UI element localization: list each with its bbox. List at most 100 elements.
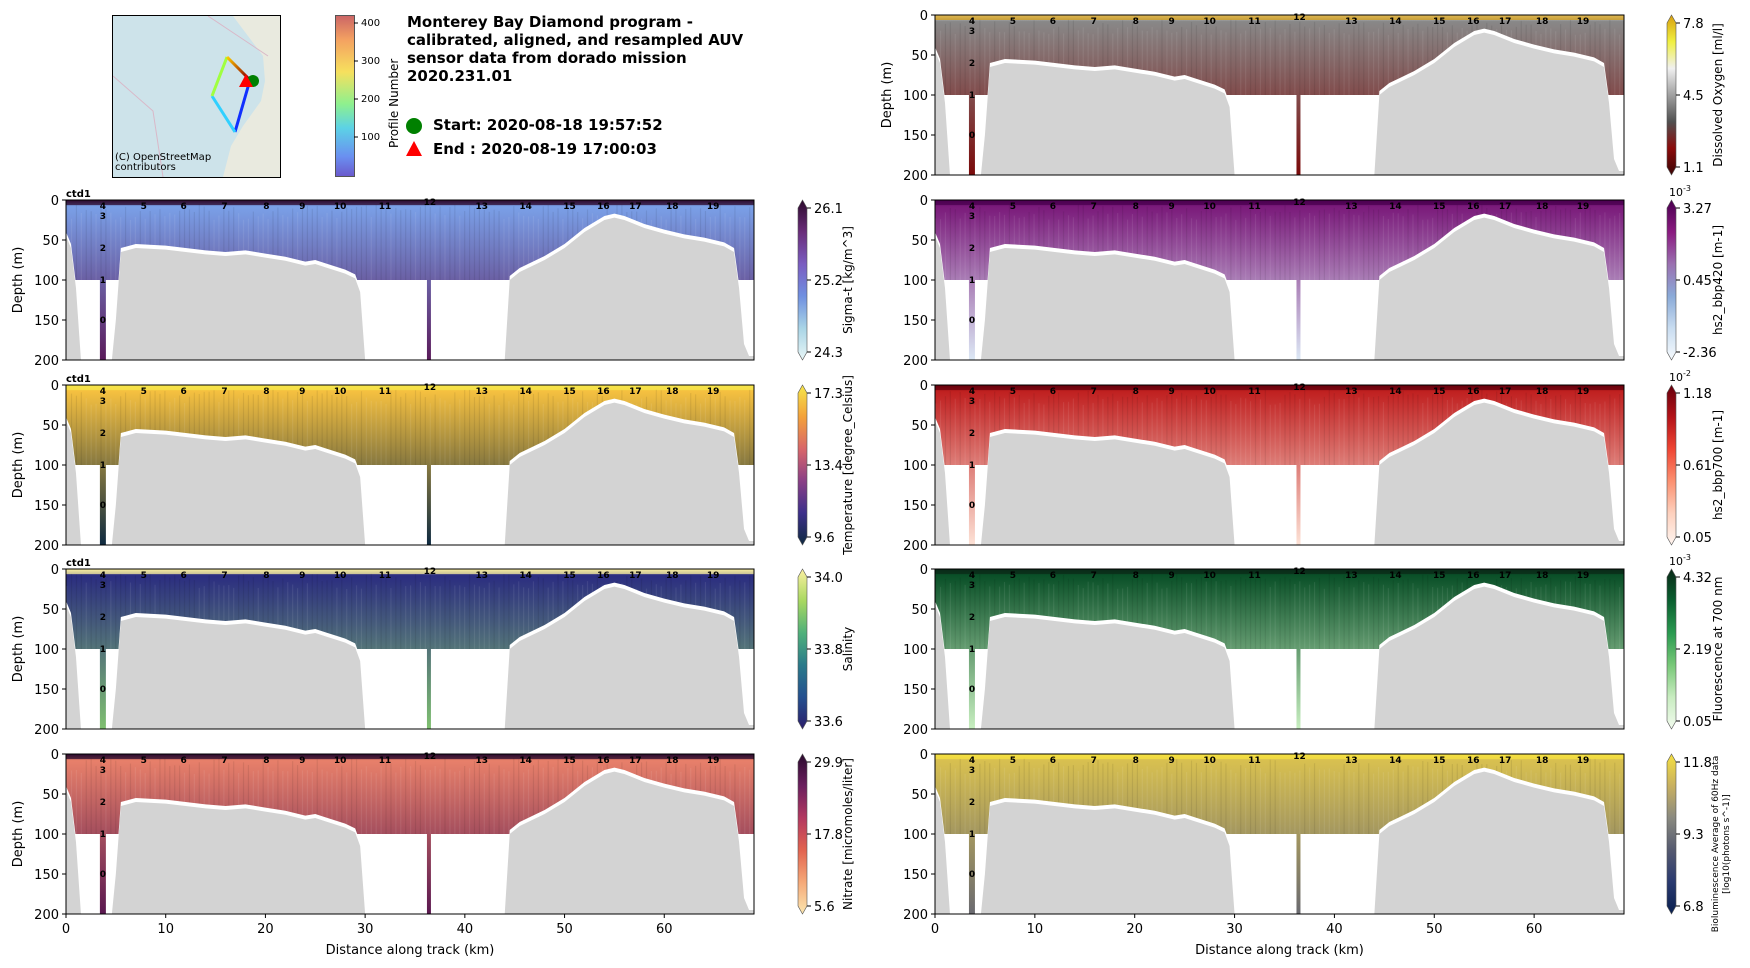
data-streak xyxy=(100,206,102,280)
data-streak xyxy=(301,770,304,834)
data-streak xyxy=(1358,762,1360,834)
data-streak xyxy=(149,573,151,649)
panel-content xyxy=(66,385,754,545)
data-streak xyxy=(1117,771,1119,834)
data-streak xyxy=(1067,19,1070,95)
panel-bbp700: 4 5 6 7 8 9 10 11 12 13 14 15 16 17 18 1932100501001502… xyxy=(903,369,1725,554)
panel-salinity: 4 5 6 7 8 9 10 11 12 13 14 15 16 17 18 193210ctd1050100… xyxy=(11,558,855,738)
data-streak xyxy=(242,219,245,280)
colorbar-tick-label: 24.3 xyxy=(814,346,843,361)
end-legend-marker xyxy=(406,141,422,156)
colorbar-tick-label: 2.19 xyxy=(1683,643,1712,658)
data-streak xyxy=(1299,581,1301,649)
data-streak xyxy=(1304,389,1306,465)
colorbar-tick-label: 6.8 xyxy=(1683,900,1704,915)
data-streak xyxy=(1058,762,1060,834)
profile-label: 4 xyxy=(100,756,106,766)
data-streak xyxy=(1387,771,1389,834)
data-streak xyxy=(1279,34,1281,95)
data-streak xyxy=(95,579,97,649)
data-streak xyxy=(1259,28,1262,95)
data-streak xyxy=(1338,772,1340,834)
data-streak xyxy=(306,400,308,465)
data-streak xyxy=(1249,574,1252,649)
data-streak xyxy=(1412,214,1414,280)
colorbar-label: hs2_bbp700 [m-1] xyxy=(1711,410,1725,520)
data-streak xyxy=(257,587,259,649)
profile-label: 0 xyxy=(100,501,106,511)
data-streak xyxy=(262,213,264,280)
data-streak xyxy=(400,766,402,834)
y-tick-label: 150 xyxy=(903,868,928,883)
profile-label: 10 xyxy=(1203,387,1216,397)
data-streak xyxy=(989,586,991,649)
data-streak xyxy=(493,773,495,834)
data-streak xyxy=(419,206,422,280)
data-streak xyxy=(429,207,431,280)
data-streak xyxy=(1392,393,1394,465)
data-streak xyxy=(959,391,961,465)
data-streak xyxy=(749,575,751,649)
data-streak xyxy=(1397,213,1399,280)
data-streak xyxy=(1422,30,1424,95)
data-streak xyxy=(1427,575,1429,649)
colorbar-tick-label: 17.8 xyxy=(814,828,843,843)
x-tick-label: 10 xyxy=(1027,922,1044,937)
data-streak xyxy=(351,577,353,649)
data-streak xyxy=(1176,573,1178,649)
data-streak xyxy=(1373,209,1375,280)
data-streak xyxy=(179,210,181,280)
data-streak xyxy=(1323,396,1325,465)
y-axis-label: Depth (m) xyxy=(11,616,26,683)
data-streak xyxy=(1230,400,1232,465)
data-streak xyxy=(154,390,156,465)
data-streak xyxy=(974,212,976,280)
profile-label: 19 xyxy=(1577,756,1590,766)
data-streak xyxy=(1156,29,1158,96)
profile-label: 12 xyxy=(1293,13,1306,23)
data-streak xyxy=(1126,763,1129,834)
data-streak xyxy=(95,214,97,280)
profile-tick: 400 xyxy=(354,18,380,29)
data-streak xyxy=(1235,579,1237,649)
data-streak xyxy=(478,396,480,465)
profile-label: 9 xyxy=(299,387,305,397)
data-streak xyxy=(75,770,78,834)
data-streak xyxy=(468,574,471,649)
profile-label: 15 xyxy=(1433,17,1446,27)
data-streak xyxy=(228,390,230,465)
data-streak xyxy=(405,586,407,649)
data-streak xyxy=(1274,20,1276,96)
data-streak xyxy=(355,402,358,465)
data-streak xyxy=(1240,33,1242,95)
data-streak xyxy=(134,575,136,649)
x-tick-label: 20 xyxy=(257,922,274,937)
data-streak xyxy=(1604,212,1606,280)
y-tick-label: 200 xyxy=(34,539,59,554)
data-streak xyxy=(744,766,746,834)
data-streak xyxy=(238,575,240,649)
panel-bioluminescence: 4 5 6 7 8 9 10 11 12 13 14 15 16 17 18 1932100501001502… xyxy=(903,748,1732,958)
data-streak xyxy=(1185,29,1188,95)
profile-label: 5 xyxy=(1010,17,1016,27)
data-streak xyxy=(523,215,525,280)
data-streak xyxy=(1313,582,1316,649)
track-map: (C) OpenStreetMap contributors xyxy=(112,15,281,178)
data-streak xyxy=(1136,396,1138,465)
data-streak xyxy=(1604,579,1606,649)
profile-label: 7 xyxy=(1091,202,1097,212)
data-streak xyxy=(174,765,176,834)
data-streak xyxy=(252,577,254,649)
y-tick-label: 100 xyxy=(903,643,928,658)
profile-label: 18 xyxy=(666,756,679,766)
data-streak xyxy=(1377,396,1380,465)
data-streak xyxy=(954,33,956,95)
surface-band xyxy=(935,200,1624,205)
data-streak xyxy=(1427,26,1429,95)
data-streak xyxy=(1033,20,1035,96)
data-streak xyxy=(527,400,530,465)
data-streak xyxy=(542,767,544,834)
data-streak xyxy=(1112,763,1114,834)
data-streak xyxy=(1185,395,1188,465)
data-streak xyxy=(1338,23,1340,95)
